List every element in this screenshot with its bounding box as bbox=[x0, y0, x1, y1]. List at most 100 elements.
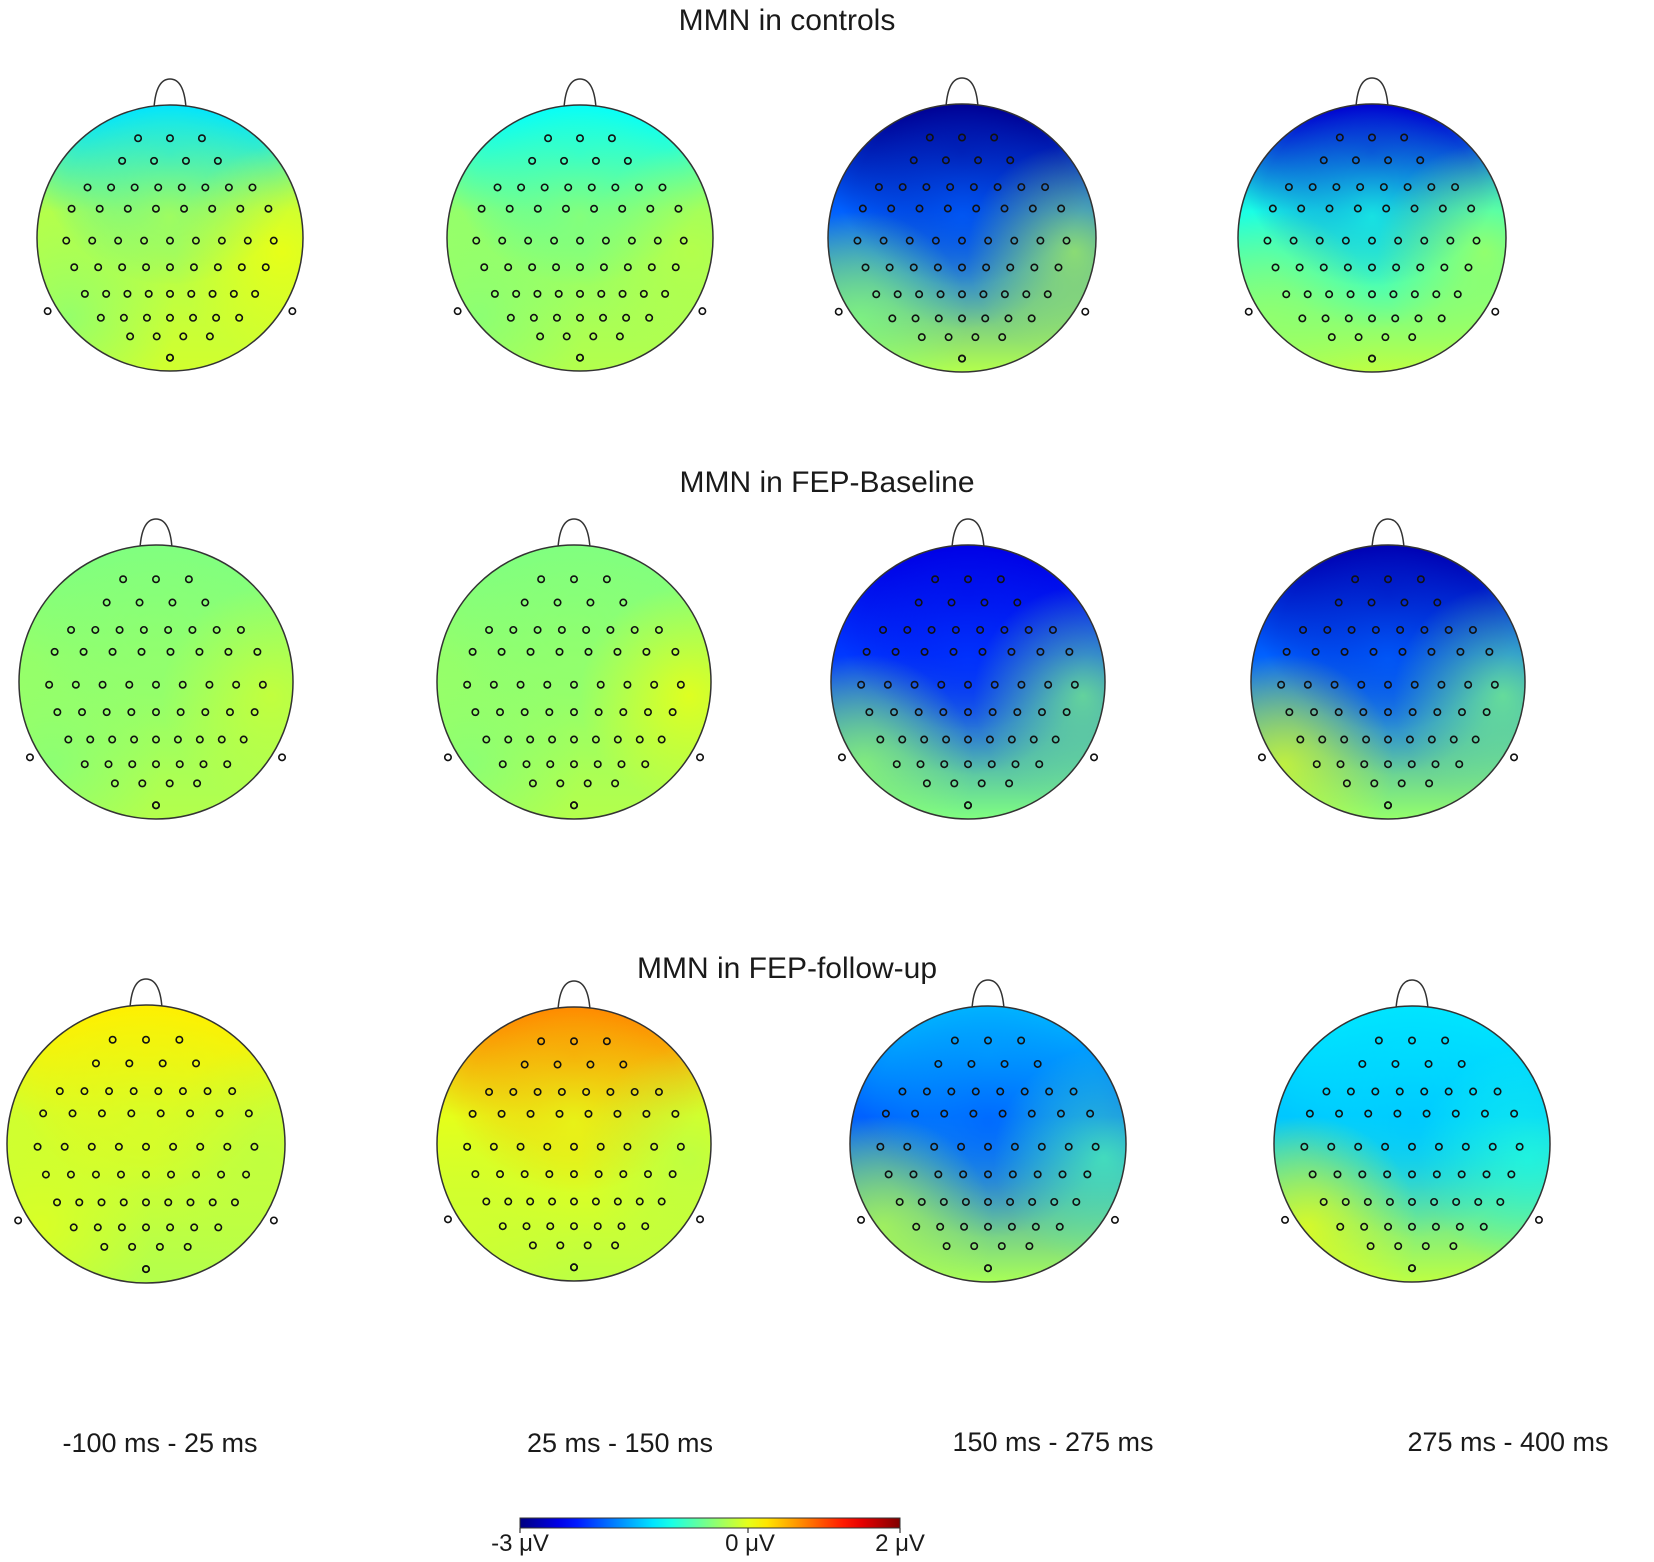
electrode bbox=[1384, 708, 1393, 717]
electrode bbox=[1438, 204, 1447, 213]
electrode bbox=[140, 236, 149, 245]
electrode bbox=[540, 183, 549, 192]
electrode bbox=[1064, 1142, 1073, 1151]
electrode bbox=[1457, 708, 1466, 717]
electrode bbox=[166, 289, 175, 298]
electrode bbox=[1110, 1215, 1119, 1224]
electrode bbox=[957, 1142, 966, 1151]
electrode bbox=[123, 289, 132, 298]
electrode bbox=[983, 1264, 992, 1273]
electrode bbox=[152, 332, 161, 341]
electrode bbox=[983, 1197, 992, 1206]
electrode bbox=[884, 1170, 893, 1179]
electrode bbox=[183, 1242, 192, 1251]
electrode bbox=[1469, 1087, 1478, 1096]
electrode bbox=[152, 735, 161, 744]
electrode bbox=[1437, 680, 1446, 689]
electrode bbox=[1414, 314, 1423, 323]
electrode bbox=[468, 647, 477, 656]
scalp-outline bbox=[436, 1006, 712, 1282]
electrode bbox=[617, 760, 626, 769]
electrode bbox=[1384, 735, 1393, 744]
electrode bbox=[104, 760, 113, 769]
electrode bbox=[671, 263, 680, 272]
electrode bbox=[650, 1142, 659, 1151]
electrode bbox=[984, 236, 993, 245]
electrode bbox=[1037, 1142, 1046, 1151]
electrode bbox=[546, 1222, 555, 1231]
electrode bbox=[1090, 753, 1099, 762]
electrode bbox=[927, 625, 936, 634]
electrode bbox=[920, 647, 929, 656]
electrode bbox=[947, 598, 956, 607]
electrode-set bbox=[1281, 1036, 1543, 1273]
electrode bbox=[1029, 735, 1038, 744]
electrode bbox=[237, 263, 246, 272]
electrode bbox=[1017, 183, 1026, 192]
electrode bbox=[569, 708, 578, 717]
electrode bbox=[1453, 290, 1462, 299]
electrode bbox=[983, 1222, 992, 1231]
electrode bbox=[94, 263, 103, 272]
electrode bbox=[1437, 314, 1446, 323]
electrode bbox=[1432, 1170, 1441, 1179]
electrode bbox=[128, 1242, 137, 1251]
electrode bbox=[1493, 1087, 1502, 1096]
electrode bbox=[1427, 647, 1436, 656]
electrode bbox=[983, 1142, 992, 1151]
electrode bbox=[957, 133, 966, 142]
electrode bbox=[191, 236, 200, 245]
electrode bbox=[1335, 1109, 1344, 1118]
electrode bbox=[997, 1242, 1006, 1251]
electrode bbox=[1368, 290, 1377, 299]
electrode-set bbox=[837, 575, 1099, 810]
electrode bbox=[80, 760, 89, 769]
electrode bbox=[967, 1059, 976, 1068]
electrode bbox=[1368, 314, 1377, 323]
electrode bbox=[909, 156, 918, 165]
electrode bbox=[134, 134, 143, 143]
nose-marker bbox=[153, 78, 187, 109]
electrode bbox=[915, 204, 924, 213]
electrode bbox=[611, 183, 620, 192]
topomap-3-2 bbox=[436, 980, 712, 1282]
electrode bbox=[80, 289, 89, 298]
electrode bbox=[91, 1059, 100, 1068]
electrode bbox=[208, 289, 217, 298]
electrode bbox=[599, 313, 608, 322]
electrode bbox=[498, 236, 507, 245]
electrode bbox=[127, 708, 136, 717]
electrode bbox=[528, 1241, 537, 1250]
electrode bbox=[79, 647, 88, 656]
electrode bbox=[646, 204, 655, 213]
electrode bbox=[1408, 1170, 1417, 1179]
electrode bbox=[217, 735, 226, 744]
scalp-outline bbox=[1273, 1005, 1551, 1283]
electrode bbox=[1297, 204, 1306, 213]
electrode bbox=[630, 1087, 639, 1096]
electrode bbox=[1457, 1059, 1466, 1068]
electrode bbox=[925, 133, 934, 142]
electrode bbox=[235, 313, 244, 322]
electrode bbox=[1282, 647, 1291, 656]
electrode bbox=[1367, 598, 1376, 607]
electrode bbox=[1410, 680, 1419, 689]
row-title-fep-baseline: MMN in FEP-Baseline bbox=[679, 466, 975, 499]
electrode bbox=[471, 708, 480, 717]
electrode bbox=[1408, 1142, 1417, 1151]
electrode bbox=[248, 183, 257, 192]
electrode bbox=[887, 204, 896, 213]
electrode bbox=[1480, 1109, 1489, 1118]
electrode bbox=[969, 1109, 978, 1118]
electrode bbox=[985, 735, 994, 744]
electrode bbox=[1431, 760, 1440, 769]
electrode bbox=[1319, 156, 1328, 165]
electrode bbox=[990, 680, 999, 689]
electrode bbox=[998, 1109, 1007, 1118]
electrode bbox=[552, 313, 561, 322]
electrode bbox=[1327, 1142, 1336, 1151]
electrode bbox=[922, 183, 931, 192]
electrode bbox=[107, 183, 116, 192]
electrode bbox=[934, 314, 943, 323]
